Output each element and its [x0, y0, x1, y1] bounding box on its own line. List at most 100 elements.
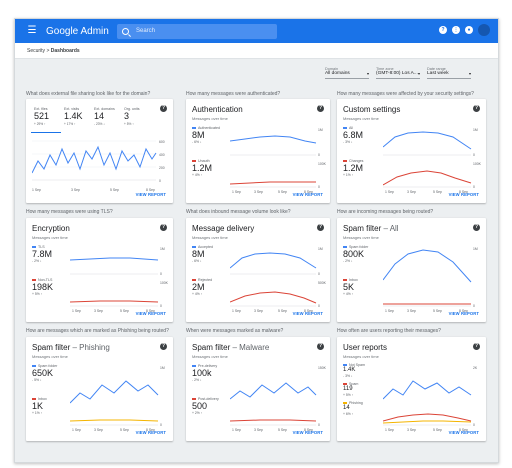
card-subtitle: Messages over time [32, 354, 68, 359]
admin-window: ☰ Google Admin Search ? ⋮ ● Security > D… [14, 18, 499, 463]
metric-change: - 2% ↓ [343, 259, 353, 263]
tab-ext-files[interactable]: Ext. files 521 + 29% ↑ [31, 105, 61, 133]
user-reports-card: User reports Messages over time ? Not Sp… [337, 337, 486, 441]
x-tick: 1 Sep [32, 188, 41, 192]
metric-value: 8M [192, 249, 205, 259]
metric-value: 14 [343, 405, 350, 411]
help-icon[interactable]: ? [317, 105, 324, 112]
y-tick: 1M [160, 247, 165, 251]
y-tick: 400 [159, 153, 165, 157]
x-tick: 8 Sep [146, 428, 155, 432]
view-report-link[interactable]: VIEW REPORT [292, 430, 323, 435]
metric-post-delivery: Post-delivery 500 + 2% ↑ [192, 397, 219, 415]
avatar[interactable] [478, 24, 490, 36]
brand-title[interactable]: Google Admin [46, 25, 109, 37]
breadcrumb: Security > Dashboards [15, 43, 498, 59]
x-tick: 1 Sep [385, 190, 394, 194]
breadcrumb-root[interactable]: Security [27, 48, 46, 54]
y-tick: 0 [473, 423, 475, 427]
message-delivery-chart: 1M 0 500K 0 [230, 247, 327, 308]
card-subtitle: Messages over time [343, 235, 379, 240]
legend-swatch [32, 398, 36, 400]
help-icon[interactable]: ? [473, 343, 480, 350]
metric-change: - 5% ↓ [32, 378, 42, 382]
spam-filter-all-card: Spam filter – All Messages over time ? S… [337, 218, 486, 322]
help-icon[interactable]: ? [160, 343, 167, 350]
metric-change: + 1% ↑ [343, 173, 354, 177]
card-question: What does external file sharing look lik… [26, 91, 151, 97]
metric-value: 500 [192, 401, 208, 411]
view-report-link[interactable]: VIEW REPORT [292, 311, 323, 316]
y-tick: 600 [159, 140, 165, 144]
view-report-link[interactable]: VIEW REPORT [135, 311, 166, 316]
metric-spam-folder: Spam folder 650K - 5% ↓ [32, 364, 58, 382]
y-tick: 0 [318, 153, 320, 157]
metric-change: - 6% ↓ [192, 259, 202, 263]
view-report-link[interactable]: VIEW REPORT [448, 192, 479, 197]
dropdown-arrow-icon: ▾ [468, 71, 471, 76]
card-question: How many messages were authenticated? [186, 91, 281, 97]
x-tick: 1 Sep [232, 190, 241, 194]
x-tick: 5 Sep [278, 428, 287, 432]
view-report-link[interactable]: VIEW REPORT [135, 192, 166, 197]
y-tick: 0 [160, 304, 162, 308]
card-title: User reports [343, 343, 388, 352]
metric-value: 198K [32, 282, 54, 292]
apps-icon[interactable]: ⋮ [452, 26, 460, 34]
message-delivery-card: Message delivery Messages over time ? Ac… [186, 218, 330, 322]
tab-ext-visits[interactable]: Ext. visits 1.4K + 17% ↑ [64, 107, 83, 126]
y-tick: 0 [160, 272, 162, 276]
y-tick: 0 [159, 179, 161, 183]
tab-org-units[interactable]: Org. units 3 + 5% ↑ [124, 107, 140, 126]
view-report-link[interactable]: VIEW REPORT [292, 192, 323, 197]
card-title: Message delivery [192, 224, 255, 233]
spam-filter-phishing-card: Spam filter – Phishing Messages over tim… [26, 337, 173, 441]
help-icon[interactable]: ? [439, 26, 447, 34]
y-tick: 100K [318, 162, 327, 166]
menu-icon[interactable]: ☰ [27, 25, 37, 36]
metric-value: 5K [343, 282, 355, 292]
domain-filter[interactable]: Domain All domains ▾ [325, 67, 369, 79]
timezone-filter[interactable]: Time zone (GMT-8:00) Los A... ▾ [376, 67, 420, 79]
metric-unauth: Unauth 1.2M + 4% ↑ [192, 159, 213, 177]
metric-change: - 2% ↓ [192, 378, 202, 382]
authentication-chart: 1M 0 100K 0 [230, 128, 327, 189]
legend-swatch [343, 246, 347, 248]
search-input[interactable]: Search [136, 28, 156, 34]
view-report-link[interactable]: VIEW REPORT [135, 430, 166, 435]
dropdown-arrow-icon: ▾ [417, 71, 420, 76]
help-icon[interactable]: ? [160, 105, 167, 112]
top-actions: ? ⋮ ● [439, 24, 490, 36]
x-tick: 5 Sep [278, 190, 287, 194]
metric-inbox: Inbox 1K + 1% ↑ [32, 397, 47, 415]
view-report-link[interactable]: VIEW REPORT [448, 430, 479, 435]
metric-rejected: Rejected 2M + 4% ↑ [192, 278, 213, 296]
search-icon [122, 27, 129, 35]
filter-value: Last week [427, 71, 449, 76]
metric-non-tls: Non-TLS 198K + 5% ↑ [32, 278, 54, 296]
help-icon[interactable]: ? [473, 224, 480, 231]
date-range-filter[interactable]: Date range Last week ▾ [427, 67, 471, 79]
tab-ext-domains[interactable]: Ext. domains 14 - 23% ↓ [94, 107, 115, 126]
x-tick: 5 Sep [278, 309, 287, 313]
legend-swatch [32, 246, 36, 248]
legend-swatch [343, 383, 347, 385]
dropdown-arrow-icon: ▾ [366, 71, 369, 76]
help-icon[interactable]: ? [473, 105, 480, 112]
legend-swatch [192, 127, 196, 129]
user-reports-chart: 2K 0 [383, 366, 478, 427]
view-report-link[interactable]: VIEW REPORT [448, 311, 479, 316]
metric-change: + 1% ↑ [32, 411, 43, 415]
help-icon[interactable]: ? [317, 224, 324, 231]
metric-tabs: Ext. files 521 + 29% ↑ Ext. visits 1.4K … [31, 105, 151, 133]
help-icon[interactable]: ? [317, 343, 324, 350]
search-bar[interactable]: Search [117, 23, 277, 39]
x-tick: 5 Sep [433, 190, 442, 194]
card-title: Encryption [32, 224, 70, 233]
help-icon[interactable]: ? [160, 224, 167, 231]
metric-not-spam: Not Spam 1.4K - 3% ↓ [343, 363, 365, 378]
metric-change: + 5% ↑ [343, 393, 354, 397]
x-tick: 5 Sep [433, 428, 442, 432]
notifications-icon[interactable]: ● [465, 26, 473, 34]
breadcrumb-current: Dashboards [50, 48, 80, 54]
